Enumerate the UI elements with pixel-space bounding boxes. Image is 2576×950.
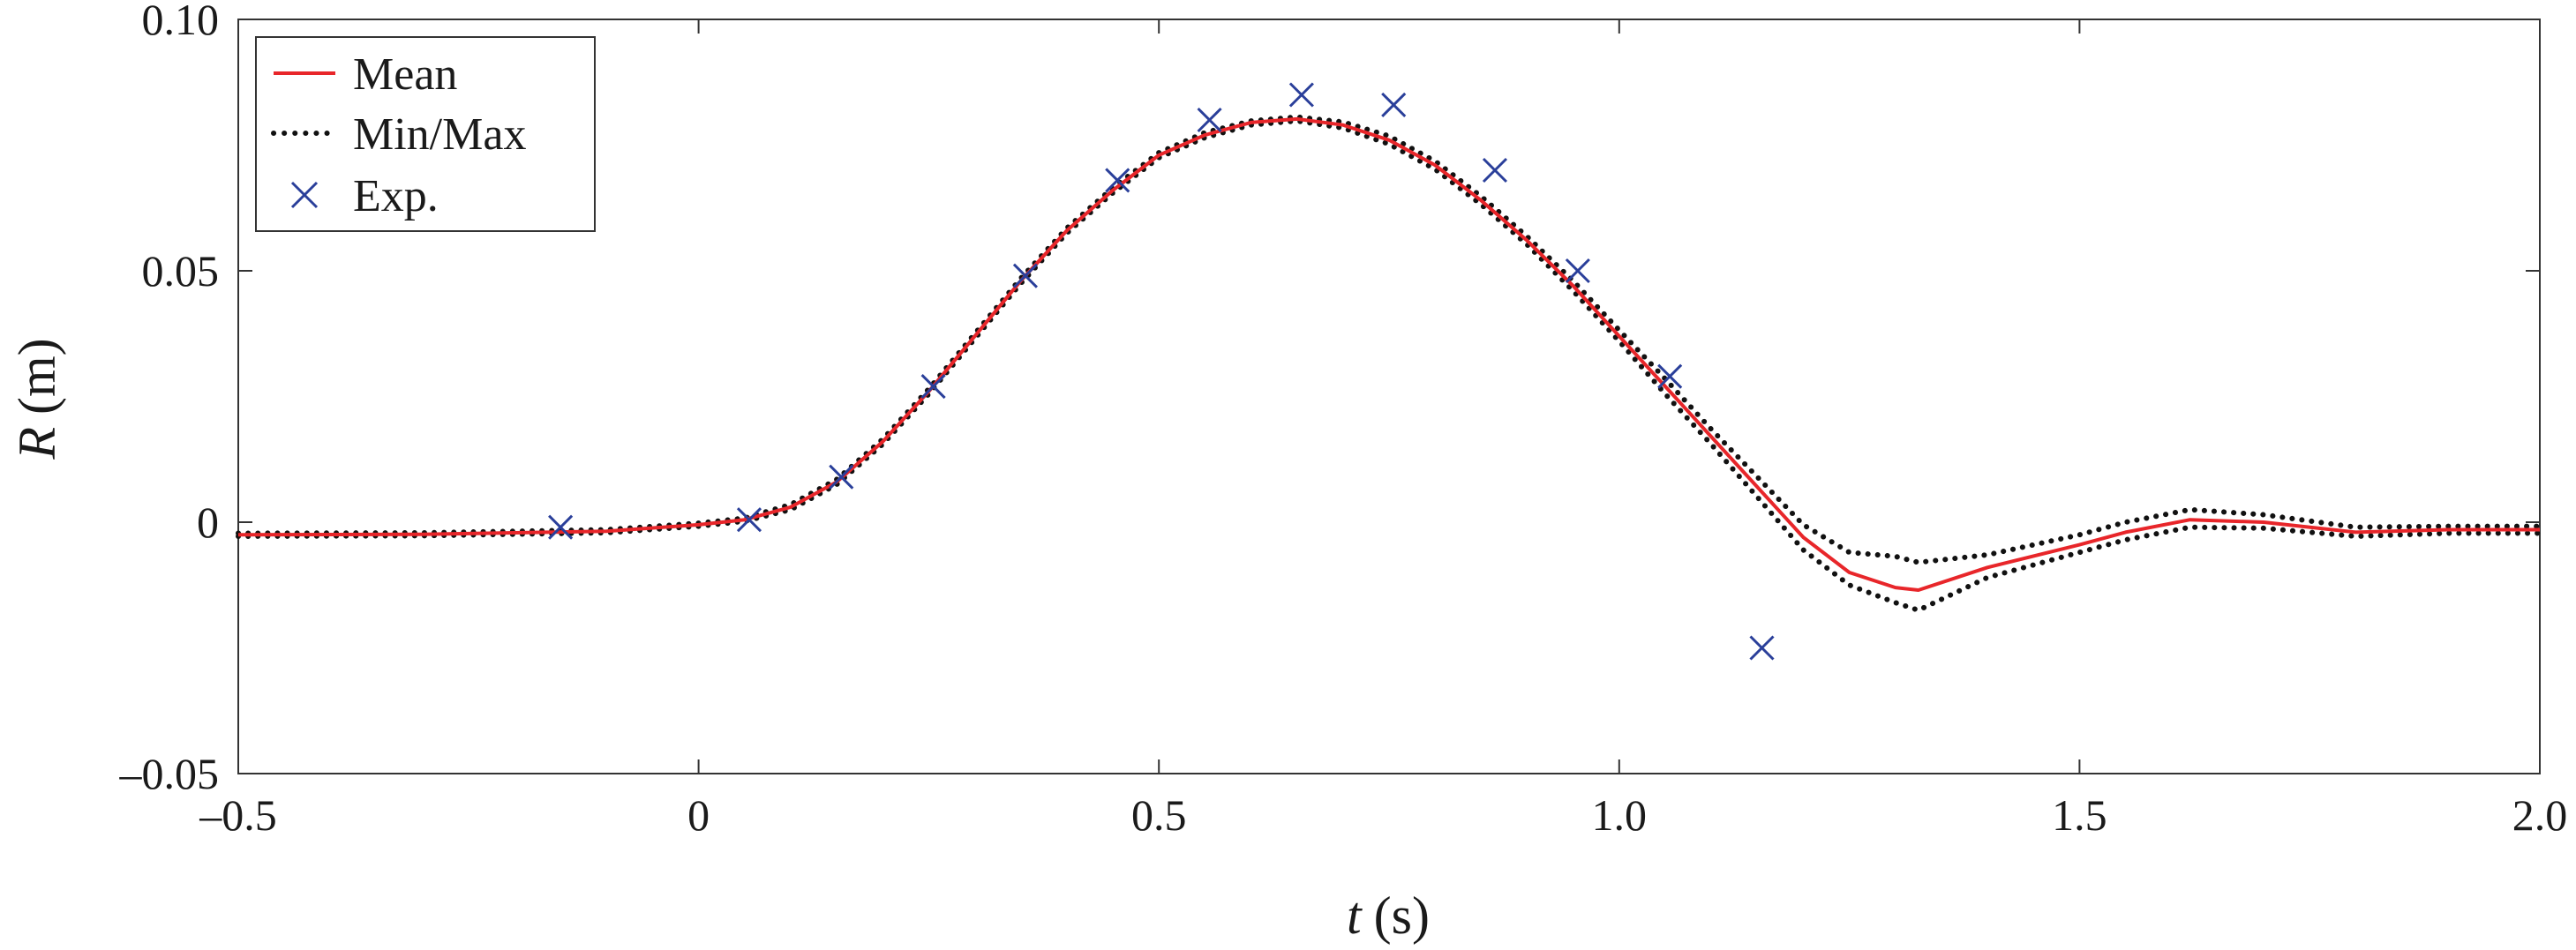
- exp-marker: [920, 374, 946, 400]
- exp-marker: [1749, 635, 1775, 661]
- x-tick-label: 1.5: [2052, 790, 2107, 840]
- exp-marker: [1105, 168, 1130, 193]
- x-axis-unit: (s): [1374, 886, 1430, 945]
- series-mean: [237, 116, 2540, 592]
- x-axis-label: t (s): [1347, 886, 1430, 945]
- exp-marker: [1197, 107, 1222, 133]
- legend: Mean Min/Max Exp.: [255, 36, 596, 232]
- mean-line: [237, 116, 2540, 592]
- axis-ticks: –0.5 0 0.5 1.0 1.5 2.0 –0.05 0 0.05 0.10: [119, 0, 2568, 840]
- exp-marker: [1012, 263, 1039, 288]
- legend-swatch-exp: [290, 181, 319, 209]
- legend-label-exp: Exp.: [353, 171, 439, 221]
- x-tick-label: 0: [687, 790, 710, 840]
- y-axis-unit: (m): [8, 338, 66, 415]
- exp-marker: [736, 507, 762, 533]
- y-tick-label: 0.10: [142, 0, 220, 44]
- y-axis-label: R (m): [8, 338, 66, 460]
- x-tick-label: –0.5: [199, 790, 277, 840]
- x-axis-var: t: [1347, 886, 1363, 945]
- legend-box: [255, 36, 596, 232]
- exp-marker: [1482, 157, 1508, 183]
- x-tick-label: 0.5: [1131, 790, 1187, 840]
- y-tick-label: 0.05: [142, 246, 220, 295]
- exp-marker: [548, 514, 574, 540]
- legend-label-min-max: Min/Max: [353, 109, 526, 160]
- min-line: [236, 118, 2542, 613]
- exp-marker: [1381, 92, 1407, 117]
- legend-label-mean: Mean: [353, 49, 457, 100]
- x-tick-label: 1.0: [1592, 790, 1648, 840]
- exp-marker: [1288, 82, 1314, 108]
- x-tick-label: 2.0: [2512, 790, 2568, 840]
- exp-marker: [1657, 363, 1683, 389]
- exp-marker: [829, 464, 854, 490]
- y-tick-label: 0: [197, 497, 219, 547]
- series-exp: [548, 82, 1775, 661]
- plot-frame: [237, 19, 2541, 774]
- exp-marker: [1565, 258, 1590, 284]
- y-tick-label: –0.05: [119, 749, 220, 798]
- y-axis-var: R: [8, 427, 66, 460]
